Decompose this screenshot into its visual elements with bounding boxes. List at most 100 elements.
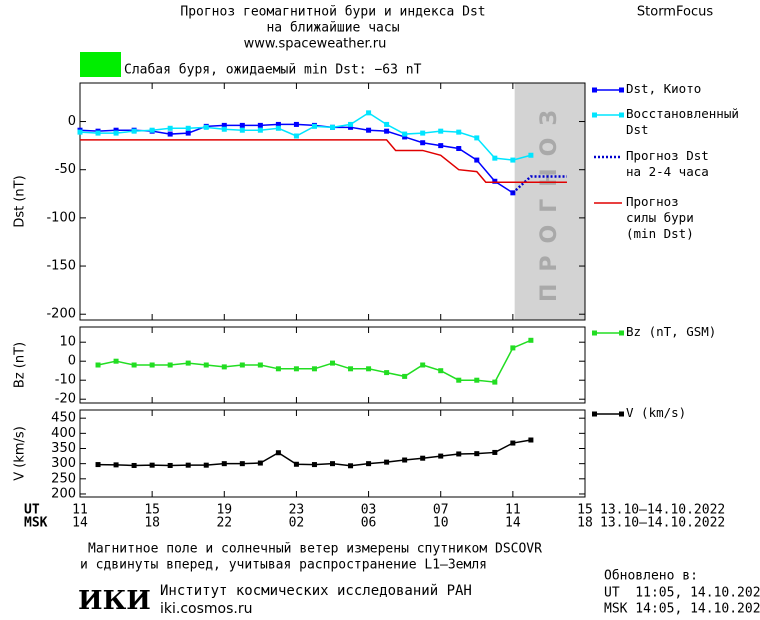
date-range: 13.10–14.10.2022 [600,516,725,531]
marker [167,462,173,468]
marker [420,455,426,461]
y-tick-label: -50 [55,162,76,177]
marker [438,453,444,459]
marker [402,134,408,140]
marker [185,125,191,131]
x-row-label: MSK [24,516,48,531]
alert-text: Слабая буря, ожидаемый min Dst: −63 nT [124,63,422,78]
marker [402,457,408,463]
x-tick-label-msk: 22 [216,516,232,531]
title: на ближайшие часы [266,21,399,36]
marker [203,124,209,130]
marker [311,123,317,129]
marker [185,360,191,366]
marker [311,462,317,468]
marker [95,462,101,468]
series-line [97,339,532,383]
marker [167,131,173,137]
marker [311,366,317,372]
marker [420,140,426,146]
note: и сдвинуты вперед, учитывая распростране… [80,558,487,573]
series-line [80,139,567,183]
marker [275,366,281,372]
institute: Институт космических исследований РАН [160,583,472,599]
marker [149,462,155,468]
x-tick-label: 15 [577,503,593,518]
x-tick-label-msk: 18 [144,516,160,531]
marker [384,459,390,465]
marker [95,130,101,136]
marker [221,122,227,128]
marker [185,462,191,468]
marker [492,178,498,184]
marker [77,129,83,135]
marker [456,451,462,457]
marker [348,121,354,127]
y-tick-label: 350 [51,441,76,456]
marker [366,110,372,116]
brand: StormFocus [637,5,713,20]
y-tick-label: -20 [55,392,76,407]
marker [275,125,281,131]
y-axis-label: V (km/s) [13,426,28,481]
marker [113,127,119,133]
marker [438,143,444,149]
updated: Обновлено в: [604,569,698,584]
marker [257,362,263,368]
marker [239,461,245,467]
y-tick-label: 10 [59,335,76,350]
marker [330,124,335,130]
marker [293,121,299,127]
marker [185,130,191,136]
y-tick-label: 450 [51,411,76,426]
marker [474,135,480,141]
marker [492,449,498,455]
x-tick-label: 07 [433,503,449,518]
site: iki.cosmos.ru [160,601,252,617]
y-tick-label: 300 [51,456,76,471]
plot-frame [79,82,586,321]
marker [438,128,444,134]
series-line [98,439,532,467]
marker [167,362,173,368]
logo: ИКИ [78,586,151,616]
x-tick-label: 19 [216,503,232,518]
marker [438,368,444,374]
alert-box [80,52,121,77]
x-tick-label-msk: 18 [577,516,593,531]
x-row-label: UT [24,503,40,518]
legend-entry: Bz (nT, GSM) [626,324,717,339]
y-tick-label: -200 [46,307,76,322]
marker [113,358,119,364]
legend-entry: Восстановленный Dst [626,106,739,137]
legend-marker [592,330,597,336]
marker [131,362,137,368]
marker [131,462,137,468]
marker [366,127,372,133]
marker [293,366,299,372]
marker [474,157,480,163]
marker [474,377,480,383]
marker [275,450,281,456]
marker [510,157,516,163]
x-tick-label: 15 [144,503,160,518]
y-tick-label: 0 [68,354,76,369]
y-tick-label: -100 [46,210,76,225]
marker [131,128,137,134]
marker [239,362,245,368]
date-range: 13.10–14.10.2022 [600,503,725,518]
y-tick-label: -10 [55,373,76,388]
marker [528,152,534,158]
x-tick-label: 11 [505,503,521,518]
marker [420,130,426,136]
x-tick-label-msk: 14 [72,516,88,531]
marker [492,155,498,161]
marker [221,461,227,467]
marker [510,345,516,351]
marker [456,129,462,135]
plot-frame [79,326,586,404]
marker [203,462,209,468]
marker [348,366,354,372]
x-tick-label: 23 [289,503,305,518]
legend-entry: Прогноз Dst на 2-4 часа [626,148,709,179]
